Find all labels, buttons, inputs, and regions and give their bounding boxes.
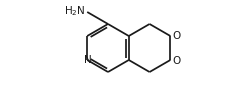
- Text: H$_2$N: H$_2$N: [64, 5, 86, 18]
- Text: O: O: [173, 30, 181, 40]
- Text: N: N: [84, 54, 92, 64]
- Text: O: O: [173, 55, 181, 65]
